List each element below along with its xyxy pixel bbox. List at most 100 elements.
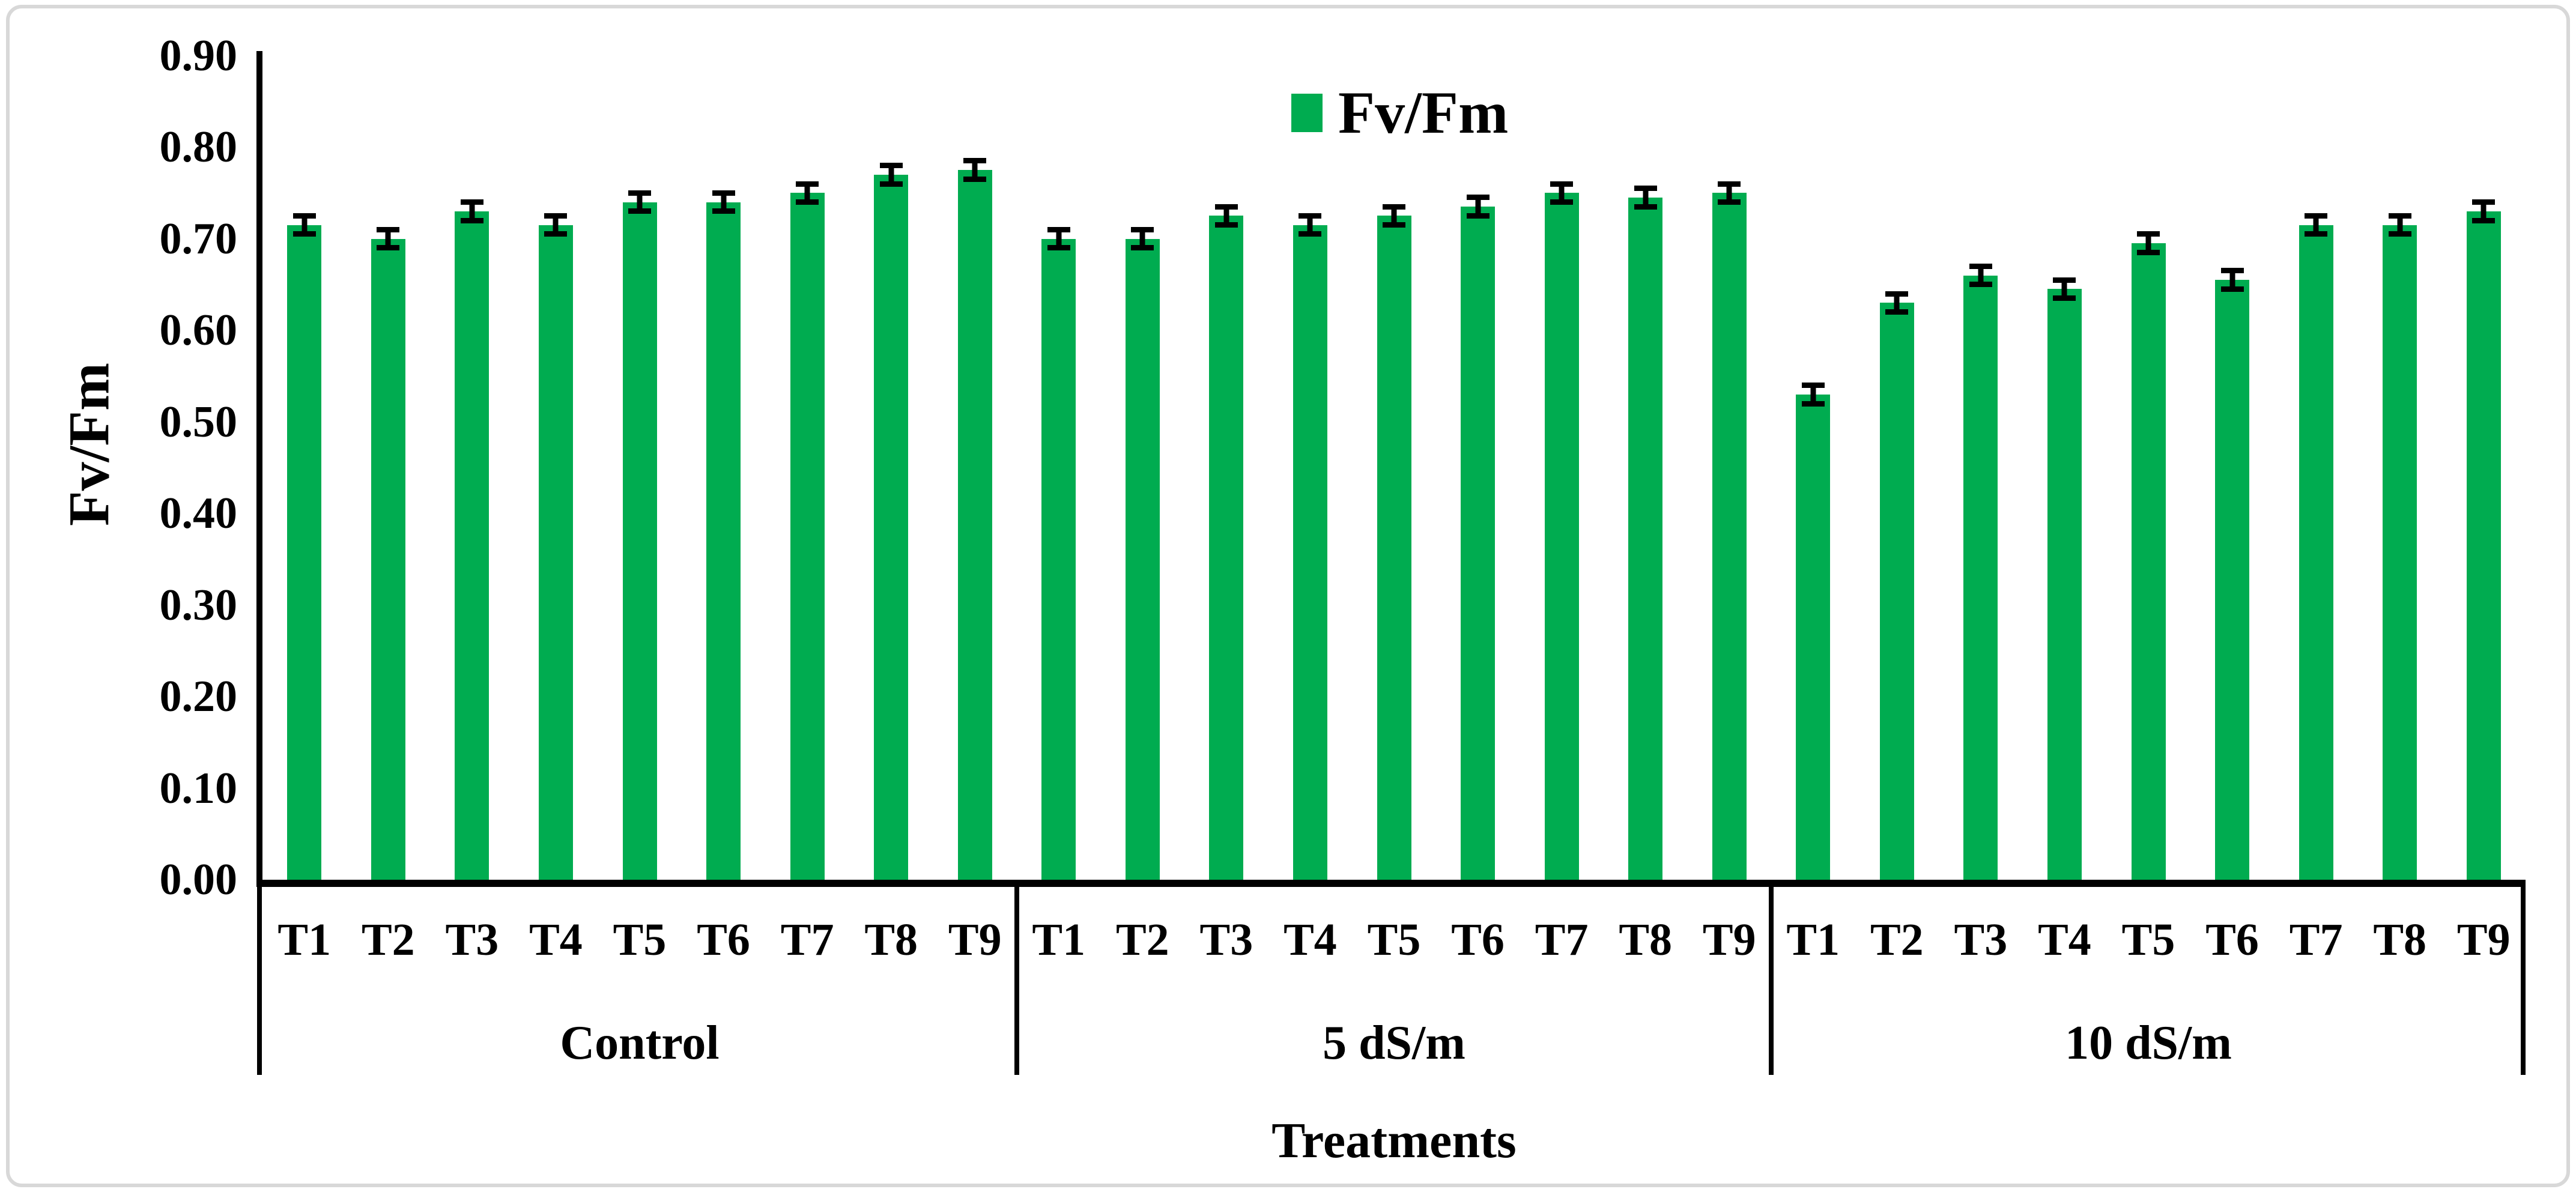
bar — [1293, 225, 1327, 880]
error-bar-line — [637, 190, 643, 214]
error-bar — [796, 181, 819, 205]
error-bar — [1131, 226, 1154, 251]
error-bar-cap-bottom — [1299, 231, 1322, 237]
error-bar — [2472, 199, 2496, 223]
error-bar-line — [2061, 277, 2067, 301]
x-category-label: T5 — [613, 915, 667, 965]
error-bar-line — [1559, 181, 1565, 205]
error-bar-cap-bottom — [963, 176, 987, 182]
error-bar-cap-bottom — [1214, 222, 1238, 228]
y-tick-label: 0.10 — [159, 763, 238, 813]
error-bar-cap-bottom — [1383, 222, 1405, 228]
x-axis-baseline — [256, 880, 2526, 887]
bar — [706, 202, 741, 880]
error-bar-cap-bottom — [2137, 249, 2160, 255]
bar — [2047, 289, 2082, 880]
error-bar-cap-top — [2305, 213, 2328, 219]
error-bar-cap-top — [1466, 195, 1490, 201]
x-category-label: T6 — [697, 915, 750, 965]
x-category-label: T4 — [529, 915, 583, 965]
error-bar-line — [2481, 199, 2487, 223]
error-bar-cap-bottom — [292, 231, 316, 237]
bar — [455, 211, 489, 880]
x-category-label: T8 — [1619, 915, 1673, 965]
error-bar-line — [553, 213, 559, 237]
x-category-label: T3 — [1954, 915, 2008, 965]
error-bar-cap-top — [1550, 181, 1574, 187]
error-bar-cap-bottom — [377, 245, 400, 251]
y-tick-label: 0.20 — [159, 672, 238, 721]
error-bar-line — [302, 213, 308, 237]
error-bar-cap-top — [1383, 204, 1405, 210]
error-bar-line — [2397, 213, 2403, 237]
bar — [790, 193, 825, 880]
error-bar-cap-bottom — [1047, 245, 1070, 251]
x-category-label: T1 — [1032, 915, 1086, 965]
error-bar — [1466, 195, 1490, 219]
error-bar-cap-top — [879, 163, 903, 168]
error-bar-cap-top — [2053, 277, 2076, 283]
y-tick-label: 0.50 — [159, 397, 238, 447]
error-bar-line — [1223, 204, 1229, 228]
bar — [287, 225, 322, 880]
error-bar-line — [1391, 204, 1397, 228]
error-bar-line — [1726, 181, 1732, 205]
error-bar-cap-top — [796, 181, 819, 187]
error-bar-line — [1056, 226, 1062, 251]
error-bar-cap-bottom — [1466, 213, 1490, 219]
error-bar-cap-bottom — [544, 231, 568, 237]
error-bar — [1299, 213, 1322, 237]
x-group-label: 5 dS/m — [1323, 1017, 1465, 1069]
error-bar-cap-bottom — [796, 199, 819, 205]
error-bar-line — [888, 163, 894, 187]
x-category-label: T2 — [1870, 915, 1924, 965]
error-bar-cap-bottom — [2388, 231, 2411, 237]
error-bar-cap-bottom — [2305, 231, 2328, 237]
group-separator — [1014, 880, 1019, 1075]
error-bar-cap-bottom — [1718, 199, 1741, 205]
bar — [1041, 238, 1076, 880]
error-bar-cap-top — [377, 226, 400, 232]
bar — [1125, 238, 1160, 880]
error-bar — [2388, 213, 2411, 237]
error-bar — [2305, 213, 2328, 237]
y-tick-label: 0.40 — [159, 489, 238, 538]
y-tick-label: 0.30 — [159, 580, 238, 630]
bar-group — [1017, 51, 1771, 880]
bar-group — [262, 51, 1017, 880]
x-category-label: T1 — [277, 915, 332, 965]
bar-group — [1771, 51, 2526, 880]
error-bar-line — [469, 199, 475, 223]
error-bar — [377, 226, 400, 251]
x-category-label: T1 — [1786, 915, 1840, 965]
error-bar-cap-bottom — [1131, 245, 1154, 251]
error-bar-cap-top — [1299, 213, 1322, 219]
x-axis-title: Treatments — [1271, 1113, 1517, 1169]
error-bar-cap-bottom — [2472, 217, 2496, 223]
error-bar-cap-bottom — [1885, 309, 1909, 315]
error-bar-line — [1475, 195, 1481, 219]
error-bar-cap-top — [963, 158, 987, 164]
error-bar-line — [804, 181, 810, 205]
y-tick-label: 0.60 — [159, 306, 238, 355]
bar — [957, 170, 992, 880]
x-category-label: T2 — [361, 915, 415, 965]
legend-label: Fv/Fm — [1338, 79, 1509, 146]
error-bar — [1801, 383, 1825, 407]
x-category-label: T3 — [1199, 915, 1253, 965]
error-bar — [1214, 204, 1238, 228]
error-bar-cap-bottom — [1550, 199, 1574, 205]
error-bar-cap-top — [2472, 199, 2496, 205]
bar — [2131, 243, 2166, 880]
error-bar-cap-top — [712, 190, 735, 196]
bar — [1377, 216, 1411, 880]
error-bar — [1718, 181, 1741, 205]
error-bar-line — [1810, 383, 1816, 407]
error-bar — [2137, 231, 2160, 255]
x-category-group: T1 T2 T3 T4 T5 T6 T7 T8 T9 — [1771, 904, 2526, 976]
x-category-label: T8 — [2373, 915, 2427, 965]
error-bar — [879, 163, 903, 187]
error-bar-cap-top — [1047, 226, 1070, 232]
